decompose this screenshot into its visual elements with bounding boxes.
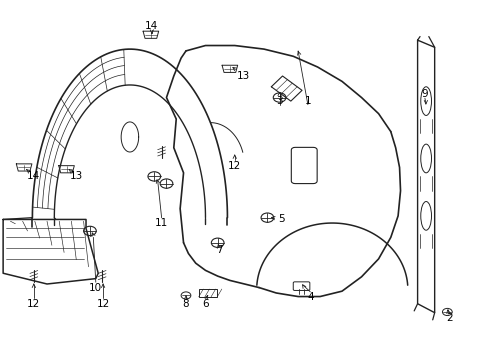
- Text: 4: 4: [306, 292, 313, 302]
- Text: 9: 9: [421, 89, 427, 99]
- Text: 12: 12: [96, 299, 109, 309]
- Text: 10: 10: [89, 283, 102, 293]
- Text: 6: 6: [202, 299, 208, 309]
- Text: 14: 14: [145, 21, 158, 31]
- Text: 2: 2: [445, 313, 452, 323]
- Text: 1: 1: [304, 96, 310, 106]
- Bar: [198, 289, 217, 297]
- Text: 13: 13: [69, 171, 83, 181]
- Text: 8: 8: [183, 299, 189, 309]
- Text: 3: 3: [276, 96, 283, 106]
- Text: 13: 13: [236, 71, 250, 81]
- Text: 11: 11: [155, 218, 168, 228]
- Text: 12: 12: [228, 161, 241, 171]
- Text: 14: 14: [27, 171, 41, 181]
- Text: 12: 12: [27, 299, 41, 309]
- Text: 5: 5: [277, 215, 284, 224]
- Text: 7: 7: [215, 245, 222, 255]
